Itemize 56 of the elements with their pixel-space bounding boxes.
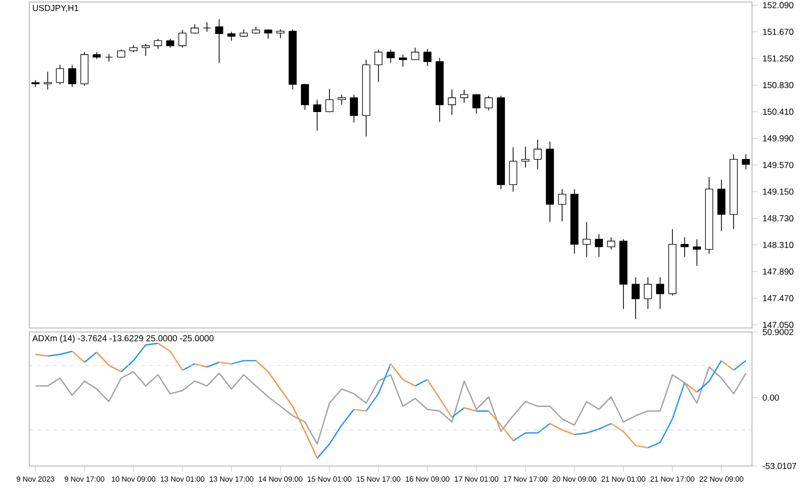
candlestick [44, 71, 52, 90]
candlestick [534, 139, 542, 170]
candlestick [558, 188, 566, 222]
candlestick [411, 47, 420, 60]
candlestick [509, 146, 518, 192]
candlestick [215, 18, 224, 64]
y-tick-label: 149.990 [763, 135, 794, 142]
candlestick [374, 49, 382, 82]
y-tick-label: 0.00 [762, 394, 779, 401]
y-tick-label: 151.670 [763, 28, 794, 35]
y-tick-label: 150.830 [763, 82, 794, 88]
candlestick [68, 64, 76, 88]
candlestick [582, 222, 591, 258]
candlestick [104, 54, 113, 62]
candlestick [656, 276, 664, 310]
y-tick-label: 151.250 [763, 55, 794, 62]
candlestick [31, 80, 40, 88]
chart-title: ADXm (14) -3.7624 -13.6229 25.0000 -25.0000 [32, 334, 214, 344]
candlestick [423, 48, 432, 66]
candlestick [472, 94, 480, 114]
y-tick-label: 152.090 [763, 2, 794, 8]
y-tick-label: -53.0107 [762, 462, 796, 470]
candlestick [484, 95, 493, 111]
y-tick-label: 150.410 [763, 108, 794, 115]
candlestick [338, 94, 346, 106]
candlestick [607, 236, 616, 250]
y-tick-label: 149.570 [763, 162, 794, 168]
y-tick-label: 50.9002 [762, 328, 794, 336]
chart-title: USDJPY,H1 [32, 4, 78, 12]
candlestick [448, 89, 456, 116]
candlestick [680, 236, 689, 258]
y-tick-label: 149.150 [763, 188, 794, 195]
candlestick [142, 43, 150, 56]
candlestick [178, 30, 186, 48]
candlestick [325, 88, 334, 113]
candlestick [632, 276, 640, 320]
candlestick [300, 83, 309, 110]
y-tick-label: 147.050 [763, 322, 794, 328]
candlestick [644, 276, 652, 310]
y-tick-label: 148.730 [763, 215, 794, 222]
candlestick [742, 154, 750, 170]
candlestick [56, 64, 64, 85]
candlestick [154, 38, 162, 50]
candlestick [521, 146, 530, 168]
line-series [34, 366, 747, 445]
candlestick [460, 89, 468, 104]
y-tick-label: 148.310 [763, 242, 794, 248]
y-tick-label: 147.470 [763, 295, 794, 302]
candlestick [692, 238, 701, 266]
candlestick [202, 22, 211, 32]
candlestick [350, 94, 358, 123]
candlestick [386, 49, 395, 64]
candlestick [313, 99, 322, 132]
y-tick-label: 147.890 [763, 268, 794, 275]
candlestick [594, 234, 603, 258]
candlestick [398, 54, 407, 68]
